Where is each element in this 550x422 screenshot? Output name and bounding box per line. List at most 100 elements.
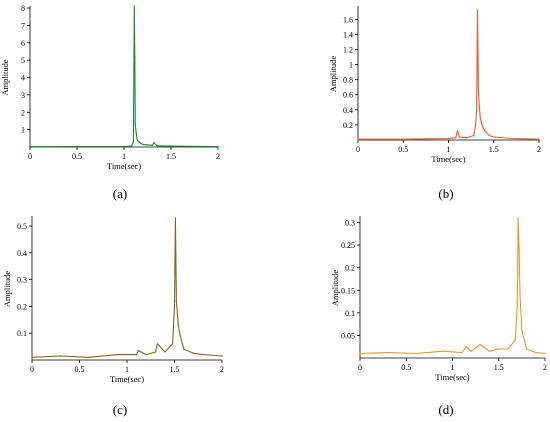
- x-tick-label-b: 1: [447, 145, 451, 154]
- y-tick-label-d: 0.1: [345, 309, 355, 318]
- data-point-d: [507, 348, 509, 350]
- y-tick-label-d: 0.2: [345, 264, 355, 273]
- data-point-a: [133, 5, 136, 7]
- x-tick-label-d: 1.5: [494, 363, 504, 372]
- y-tick-label-b: 1.4: [343, 30, 353, 39]
- data-point-c: [221, 355, 223, 357]
- x-axis-label-a: Time(sec): [107, 161, 141, 171]
- y-tick-label-b: 0.8: [343, 76, 353, 85]
- data-point-c: [31, 356, 33, 359]
- caption-a: (a): [112, 186, 128, 201]
- x-tick-label-c: 0: [30, 365, 34, 374]
- y-tick-label-a: 4: [21, 74, 25, 83]
- x-tick-label-d: 1: [451, 363, 455, 372]
- data-point-c: [88, 356, 90, 359]
- y-tick-label-c: 0.3: [17, 276, 27, 285]
- chart-panel-c: 0 0.5 1 1.5 2 0.1 0.2 0.3 0.4 0.5 Time(sec) Amplitu…: [2, 216, 224, 384]
- data-point-d: [498, 348, 500, 350]
- x-tick-label-a: 2: [216, 152, 220, 161]
- y-tick-label-d: 0.05: [341, 331, 355, 340]
- data-point-a: [135, 132, 137, 134]
- data-point-d: [465, 346, 468, 348]
- data-point-a: [132, 141, 135, 143]
- data-point-a: [153, 141, 155, 144]
- data-point-b: [455, 137, 457, 139]
- y-tick-label-a: 1: [21, 126, 25, 135]
- data-point-b: [511, 137, 513, 140]
- data-point-a: [138, 141, 140, 143]
- data-point-b: [481, 124, 483, 126]
- data-point-d: [525, 348, 528, 350]
- caption-c: (c): [112, 402, 128, 417]
- y-tick-label-b: 1: [349, 61, 353, 70]
- data-point-a: [76, 145, 78, 148]
- x-tick-label-d: 0.5: [401, 363, 411, 372]
- data-point-d: [516, 303, 518, 305]
- data-point-b: [357, 138, 359, 140]
- data-point-c: [154, 351, 157, 353]
- data-point-b: [474, 124, 477, 126]
- y-tick-label-c: 0.1: [17, 329, 27, 338]
- data-point-c: [202, 353, 204, 356]
- data-point-b: [447, 137, 450, 140]
- data-point-a: [29, 145, 31, 148]
- y-tick-label-d: 0.25: [341, 241, 355, 250]
- y-axis-label-b: Amplitude: [328, 56, 338, 93]
- data-point-c: [177, 324, 179, 326]
- data-point-c: [171, 343, 174, 345]
- x-tick-label-c: 2: [220, 365, 224, 374]
- data-point-a: [170, 145, 172, 147]
- data-point-c: [192, 352, 195, 355]
- y-axis-label-c: Amplitude: [2, 271, 12, 308]
- data-point-a: [134, 123, 136, 126]
- caption-b: (b): [438, 186, 454, 201]
- x-tick-label-d: 0: [358, 363, 362, 372]
- data-point-b: [478, 105, 480, 107]
- data-point-d: [442, 350, 444, 352]
- data-point-a: [151, 144, 153, 146]
- data-point-d: [470, 350, 472, 352]
- data-point-a: [217, 145, 219, 148]
- x-tick-label-a: 0: [28, 152, 32, 161]
- data-point-a: [160, 145, 163, 147]
- signal-line-b: [358, 9, 540, 140]
- y-tick-label-b: 0.6: [343, 91, 353, 100]
- data-point-a: [123, 145, 125, 148]
- data-point-c: [174, 217, 177, 219]
- chart-panel-b: 0 0.5 1 1.5 2 0.2 0.4 0.6 0.8 1 1.2 1.4 1.6 Time(sec)…: [328, 6, 541, 164]
- data-point-d: [518, 248, 520, 251]
- data-point-d: [544, 352, 546, 355]
- chart-panel-a: 0 0.5 1 1.5 2 1 2 3 4 5 6 7 8 Time(sec) Amplitude: [0, 4, 220, 171]
- y-tick-label-a: 3: [21, 91, 25, 100]
- data-point-b: [493, 136, 495, 138]
- x-tick-label-c: 1.5: [170, 365, 180, 374]
- data-point-d: [514, 339, 517, 341]
- x-tick-label-b: 2: [537, 145, 541, 154]
- x-tick-label-a: 0.5: [72, 152, 82, 161]
- data-point-a: [146, 144, 149, 146]
- x-tick-label-d: 2: [543, 363, 547, 372]
- data-point-b: [538, 138, 540, 140]
- x-tick-label-b: 1.5: [489, 145, 499, 154]
- data-point-d: [414, 352, 417, 355]
- x-tick-label-c: 1: [125, 365, 129, 374]
- data-point-c: [175, 300, 178, 302]
- data-point-a: [136, 139, 138, 141]
- data-point-b: [458, 136, 461, 138]
- data-point-b: [479, 116, 481, 119]
- data-point-b: [465, 137, 468, 139]
- x-tick-label-c: 0.5: [75, 365, 85, 374]
- y-tick-label-a: 5: [21, 56, 25, 65]
- data-point-d: [479, 343, 481, 346]
- data-point-d: [359, 352, 361, 355]
- x-tick-label-a: 1: [122, 152, 126, 161]
- data-point-d: [461, 351, 463, 354]
- data-point-c: [183, 348, 185, 350]
- x-axis-label-d: Time(sec): [435, 372, 469, 382]
- x-tick-label-b: 0: [356, 145, 360, 154]
- data-point-c: [164, 351, 166, 353]
- data-point-a: [140, 142, 142, 145]
- data-point-c: [59, 355, 62, 357]
- x-tick-label-a: 1.5: [166, 152, 176, 161]
